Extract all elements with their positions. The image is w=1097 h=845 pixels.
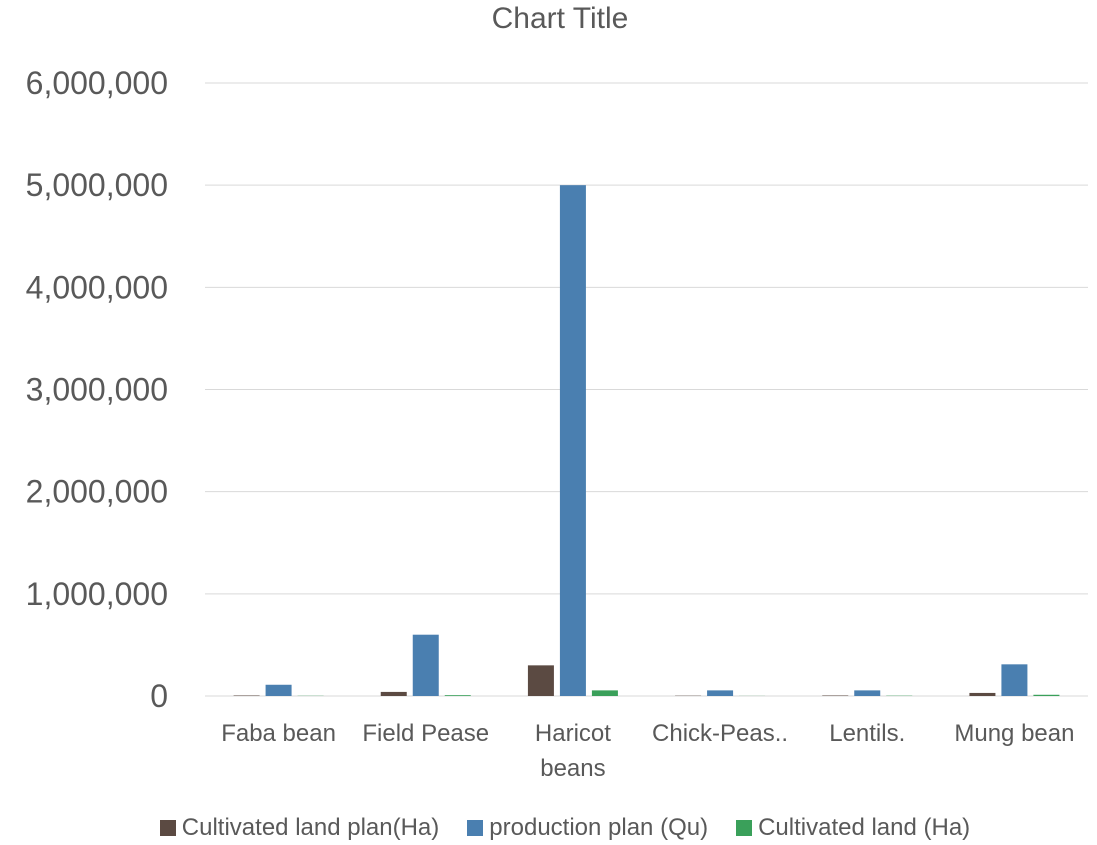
bar-cultivated-land-ha--5 [1033, 694, 1060, 696]
legend-label: Cultivated land plan(Ha) [181, 814, 440, 841]
bar-cultivated-land-plan-ha--5 [969, 692, 996, 696]
legend-item: Cultivated land plan(Ha) [159, 814, 440, 842]
bar-production-plan-qu--5 [1001, 664, 1028, 696]
x-tick-label: Mung bean [954, 720, 1074, 747]
bars [233, 185, 1060, 696]
x-tick-label: Lentils. [829, 720, 905, 747]
chart-title: Chart Title [491, 2, 629, 35]
x-tick-label: Haricot [535, 720, 611, 747]
bar-chart: 0 1,000,000 2,000,000 3,000,000 4,000,000 5,0… [26, 65, 1088, 782]
y-tick-label: 0 [150, 678, 168, 714]
bar-production-plan-qu--3 [707, 690, 734, 696]
x-tick-label: Chick-Peas.. [652, 720, 788, 747]
bar-cultivated-land-plan-ha--1 [380, 691, 407, 696]
legend-swatch [159, 820, 176, 836]
x-tick-label: beans [540, 755, 605, 782]
legend-swatch [736, 820, 753, 836]
bar-production-plan-qu--2 [559, 185, 586, 696]
x-tick-label: Faba bean [221, 720, 336, 747]
y-tick-label: 3,000,000 [26, 372, 168, 408]
bar-cultivated-land-ha--2 [591, 690, 618, 696]
y-tick-label: 4,000,000 [26, 269, 168, 305]
bar-production-plan-qu--4 [854, 690, 881, 696]
x-tick-label: Field Pease [362, 720, 489, 747]
legend-label: production plan (Qu) [489, 814, 709, 841]
bar-cultivated-land-plan-ha--4 [822, 695, 849, 696]
legend-item: production plan (Qu) [467, 814, 708, 842]
legend-label: Cultivated land (Ha) [758, 814, 971, 841]
y-axis-tick-labels: 0 1,000,000 2,000,000 3,000,000 4,000,000 5,0… [26, 65, 168, 714]
gridlines [205, 82, 1088, 697]
y-tick-label: 6,000,000 [26, 65, 168, 101]
bar-production-plan-qu--1 [412, 634, 439, 696]
y-tick-label: 1,000,000 [26, 576, 168, 612]
bar-cultivated-land-plan-ha--2 [527, 665, 554, 696]
x-axis-tick-labels: Faba bean Field Pease Haricot beans Chick-Pe… [221, 720, 1074, 782]
legend-item: Cultivated land (Ha) [736, 814, 970, 842]
y-tick-label: 2,000,000 [26, 474, 168, 510]
legend-swatch [467, 820, 484, 836]
y-tick-label: 5,000,000 [26, 167, 168, 203]
bar-production-plan-qu--0 [265, 684, 292, 696]
bar-cultivated-land-ha--1 [444, 695, 471, 696]
legend: Cultivated land plan(Ha) production plan … [0, 814, 1097, 843]
bar-cultivated-land-plan-ha--0 [233, 695, 260, 696]
